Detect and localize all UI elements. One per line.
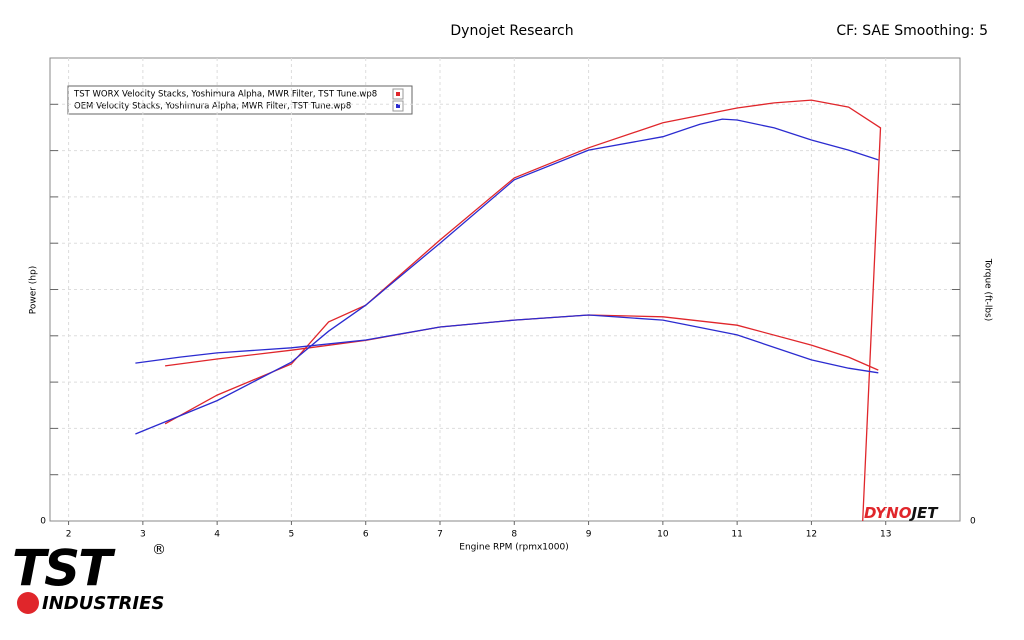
x-tick-label: 10 [657, 530, 669, 540]
torque-line [135, 314, 879, 374]
legend: TST WORX Velocity Stacks, Yoshimura Alph… [67, 85, 413, 115]
x-axis-label: Engine RPM (rpmx1000) [459, 543, 568, 553]
logo-bottom: INDUSTRIES [42, 593, 164, 614]
y2-axis-label: Torque (ft-lbs) [983, 258, 993, 322]
badge-second: JET [908, 504, 939, 522]
logo-top: TST [12, 540, 116, 598]
dynojet-badge: DYNOJET [864, 504, 939, 522]
legend-box [67, 85, 413, 115]
legend-swatch [396, 92, 400, 96]
badge-first: DYNO [864, 504, 912, 522]
legend-label: OEM Velocity Stacks, Yoshimura Alpha, MW… [74, 102, 351, 112]
logo-gear [17, 592, 39, 614]
x-tick-label: 12 [806, 530, 817, 540]
x-tick-label: 5 [289, 530, 295, 540]
y-tick-label: 0 [40, 517, 46, 527]
logo-mark: ® [152, 542, 166, 558]
y-axis-label: Power (hp) [29, 266, 39, 315]
x-tick-label: 6 [363, 530, 369, 540]
x-tick-label: 11 [731, 530, 742, 540]
x-tick-label: 2 [66, 530, 72, 540]
badge-text: DYNOJET [864, 504, 939, 522]
y2-tick-label: 0 [970, 517, 976, 527]
chart-title: Dynojet Research [450, 23, 573, 39]
power-line [135, 118, 879, 435]
logo: TST ® INDUSTRIES [12, 540, 166, 614]
x-tick-label: 8 [511, 530, 517, 540]
x-tick-label: 3 [140, 530, 146, 540]
x-tick-label: 4 [214, 530, 220, 540]
legend-swatch [396, 104, 400, 108]
plot-frame [49, 57, 961, 522]
power-line [164, 99, 882, 522]
x-tick-label: 13 [880, 530, 891, 540]
x-tick-label: 9 [586, 530, 592, 540]
chart-subtitle: CF: SAE Smoothing: 5 [836, 23, 988, 39]
x-tick-label: 7 [437, 530, 443, 540]
legend-label: TST WORX Velocity Stacks, Yoshimura Alph… [73, 90, 377, 100]
